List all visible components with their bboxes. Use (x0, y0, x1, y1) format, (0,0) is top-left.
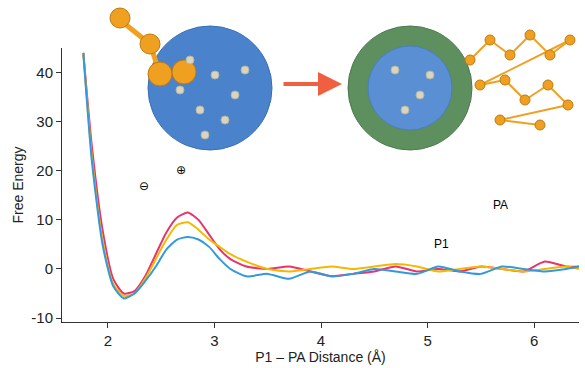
svg-text:0: 0 (45, 260, 53, 277)
svg-text:P1 – PA Distance (Å): P1 – PA Distance (Å) (255, 349, 385, 365)
svg-text:Free Energy: Free Energy (10, 146, 26, 223)
svg-text:6: 6 (530, 332, 538, 349)
svg-text:P1: P1 (434, 237, 449, 251)
svg-text:PA: PA (493, 198, 508, 212)
svg-text:⊕: ⊕ (176, 163, 186, 177)
svg-text:2: 2 (104, 332, 112, 349)
svg-text:30: 30 (36, 113, 53, 130)
svg-text:5: 5 (423, 332, 431, 349)
svg-text:20: 20 (36, 162, 53, 179)
svg-text:4: 4 (317, 332, 325, 349)
svg-text:3: 3 (210, 332, 218, 349)
svg-text:⊖: ⊖ (139, 179, 149, 193)
svg-text:-10: -10 (31, 309, 53, 326)
svg-text:40: 40 (36, 64, 53, 81)
svg-text:10: 10 (36, 211, 53, 228)
